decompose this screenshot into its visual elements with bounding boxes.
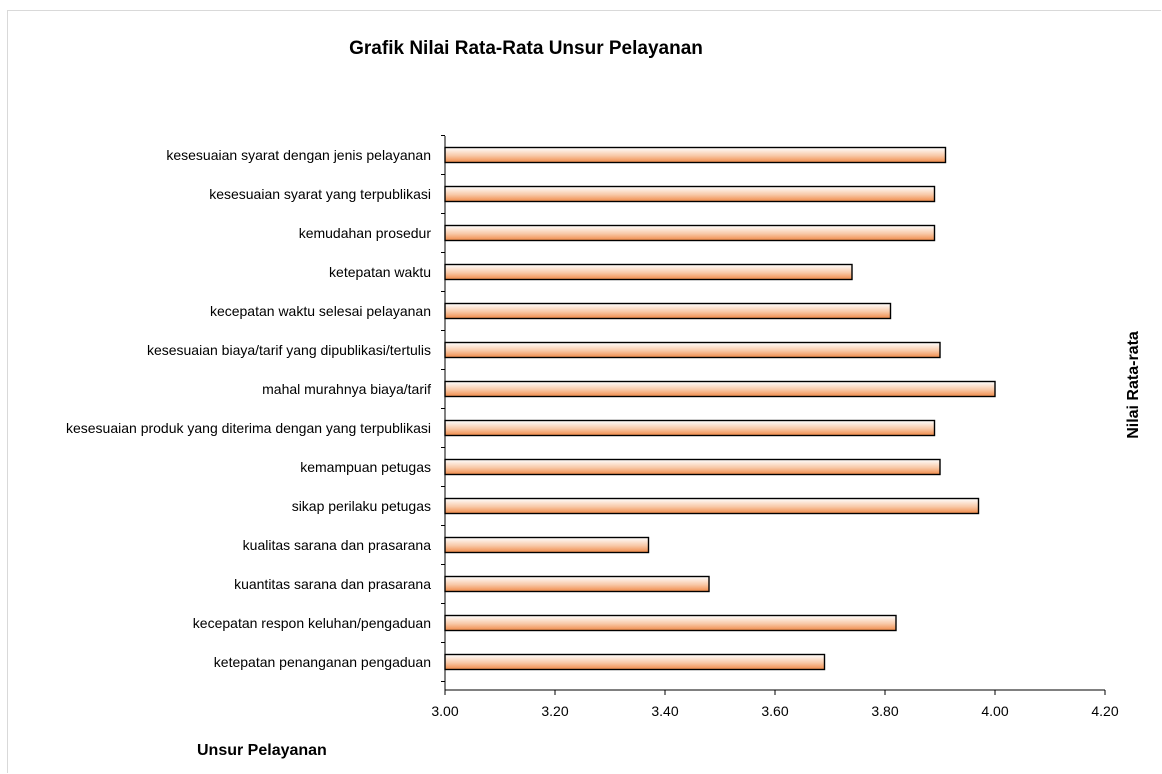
bar [444,302,892,320]
category-label: kesesuaian syarat dengan jenis pelayanan [166,147,431,163]
chart-title: Grafik Nilai Rata-Rata Unsur Pelayanan [349,38,703,59]
bar [444,146,947,164]
category-label: kesesuaian produk yang diterima dengan y… [66,420,431,436]
bar [444,419,936,437]
category-label: kemudahan prosedur [299,225,432,241]
value-tick-label: 4.20 [1091,703,1118,719]
value-tick-label: 3.40 [651,703,678,719]
category-label: kualitas sarana dan prasarana [243,537,432,553]
bar [444,536,650,554]
category-axis-title: Unsur Pelayanan [197,742,327,759]
x-axis-title: Nilai Rata-rata [1125,331,1142,439]
bar [444,575,710,593]
bar [444,263,853,281]
category-label: kemampuan petugas [300,459,431,475]
bar [444,497,980,515]
bar [444,458,941,476]
category-label: kesesuaian syarat yang terpublikasi [209,186,431,202]
bar [444,185,936,203]
category-label: ketepatan waktu [329,264,431,280]
bar [444,614,897,632]
value-tick-label: 3.20 [541,703,568,719]
category-label: ketepatan penanganan pengaduan [214,654,431,670]
bar [444,380,996,398]
bar [444,653,826,671]
category-label: kuantitas sarana dan prasarana [234,576,431,592]
category-label: mahal murahnya biaya/tarif [262,381,431,397]
chart-frame [7,10,1161,773]
value-tick-label: 4.00 [981,703,1008,719]
category-label: sikap perilaku petugas [292,498,431,514]
category-label: kesesuaian biaya/tarif yang dipublikasi/… [147,342,431,358]
category-label: kecepatan waktu selesai pelayanan [210,303,431,319]
value-tick-label: 3.00 [431,703,458,719]
bar [444,341,941,359]
category-label: kecepatan respon keluhan/pengaduan [193,615,431,631]
value-tick-label: 3.60 [761,703,788,719]
value-tick-label: 3.80 [871,703,898,719]
bar [444,224,936,242]
